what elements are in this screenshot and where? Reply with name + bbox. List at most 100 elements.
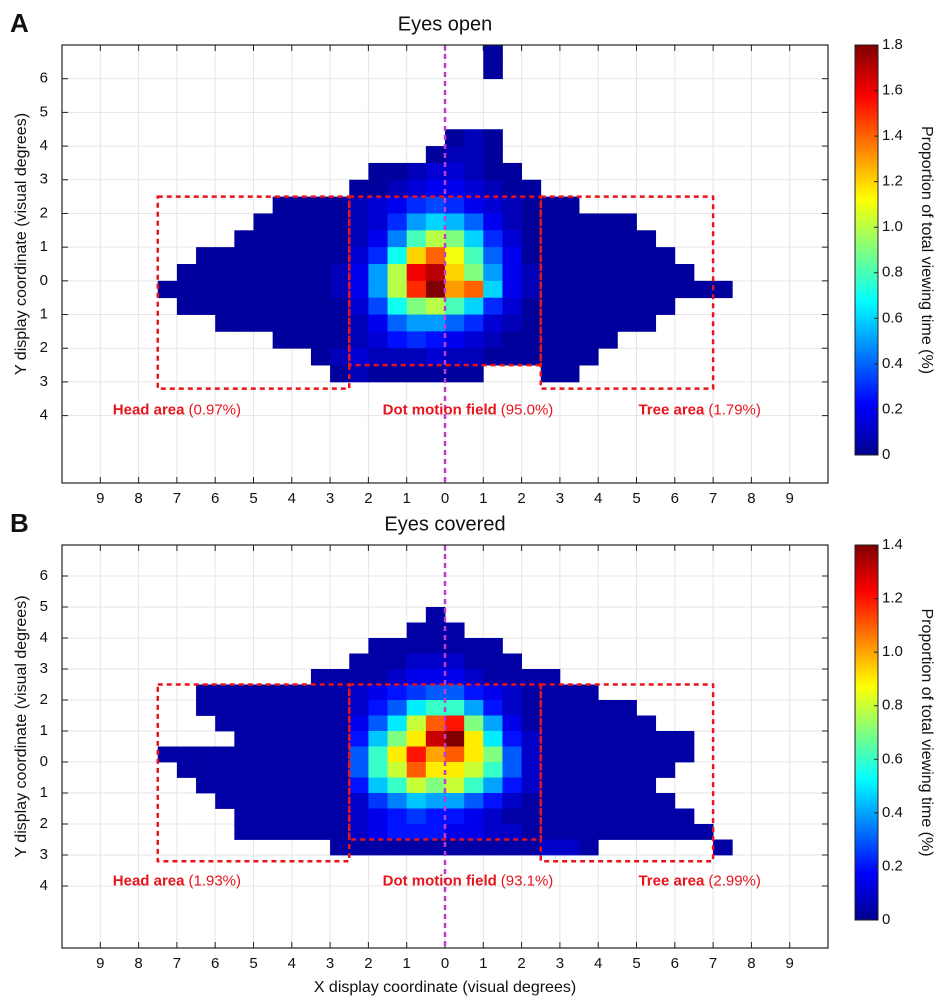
heat-cell — [483, 793, 503, 809]
heat-cell — [617, 793, 637, 809]
heat-cell — [445, 746, 465, 763]
heat-cell — [464, 348, 484, 366]
heat-cell — [502, 746, 522, 763]
heat-cell — [387, 264, 408, 282]
x-tick-label: 8 — [747, 490, 755, 507]
heat-cell — [310, 196, 331, 214]
heat-cell — [272, 314, 293, 332]
heat-cell — [598, 331, 618, 349]
heat-cell — [368, 824, 388, 840]
heat-cell — [579, 230, 599, 248]
heat-cell — [425, 638, 446, 654]
heat-cell — [464, 146, 484, 164]
heat-cell — [483, 247, 503, 265]
heat-cell — [464, 762, 484, 778]
heat-cell — [674, 731, 695, 747]
heat-cell — [521, 297, 542, 315]
heat-cell — [291, 247, 312, 265]
heat-cell — [445, 700, 465, 716]
heat-cell — [540, 331, 561, 349]
heat-cell — [483, 230, 503, 248]
heat-cell — [330, 808, 350, 825]
heat-cell — [368, 314, 388, 332]
heat-cell — [464, 839, 484, 856]
colorbar-tick-label: 0.6 — [882, 309, 903, 326]
heat-cell — [387, 348, 408, 366]
heat-cell — [445, 331, 465, 349]
heat-cell — [540, 230, 561, 248]
y-axis-title: Y display coordinate (visual degrees) — [13, 113, 30, 375]
heat-cell — [598, 731, 618, 747]
heat-cell — [636, 264, 657, 282]
heat-cell — [617, 247, 637, 265]
heat-cell — [636, 230, 657, 248]
heat-cell — [598, 230, 618, 248]
heat-cell — [617, 808, 637, 825]
region-name: Tree area — [638, 402, 705, 419]
heat-cell — [387, 793, 408, 809]
heat-cell — [196, 700, 216, 716]
heat-cell — [215, 314, 235, 332]
heat-cell — [310, 777, 331, 794]
heat-cell — [291, 793, 312, 809]
heat-cell — [349, 777, 369, 794]
heat-cell — [464, 264, 484, 282]
heat-cell — [291, 196, 312, 214]
heat-cell — [349, 348, 369, 366]
heat-cell — [368, 179, 388, 198]
y-tick-label: 4 — [40, 137, 48, 154]
heat-cell — [368, 700, 388, 716]
heat-cell — [349, 746, 369, 763]
heat-cell — [464, 731, 484, 747]
heat-cell — [540, 264, 561, 282]
y-tick-label: 3 — [40, 660, 48, 677]
heat-cell — [502, 715, 522, 732]
heat-cell — [464, 331, 484, 349]
region-share: (1.93%) — [188, 872, 241, 889]
heat-cell — [291, 824, 312, 840]
heat-cell — [483, 348, 503, 366]
heat-cell — [368, 653, 388, 670]
heat-cell — [330, 839, 350, 856]
heat-cell — [349, 824, 369, 840]
heat-cell — [387, 824, 408, 840]
heat-cell — [368, 793, 388, 809]
y-tick-label: 3 — [40, 846, 48, 863]
heat-cell — [330, 297, 350, 315]
heat-cell — [330, 213, 350, 231]
heat-cell — [559, 213, 580, 231]
heat-cell — [387, 213, 408, 231]
colorbar-tick-label: 1.0 — [882, 643, 903, 660]
x-tick-label: 5 — [249, 490, 257, 507]
heat-cell — [176, 297, 197, 315]
heat-cell — [540, 280, 561, 299]
y-tick-label: 2 — [40, 691, 48, 708]
heat-cell — [559, 280, 580, 299]
heat-cell — [272, 700, 293, 716]
heat-cell — [253, 731, 274, 747]
heat-cell — [215, 777, 235, 794]
heat-cell — [176, 264, 197, 282]
heat-cell — [502, 196, 522, 214]
heat-cell — [425, 280, 446, 299]
region-share: (1.79%) — [708, 402, 761, 419]
heat-cell — [387, 179, 408, 198]
y-tick-label: 1 — [40, 238, 48, 255]
heat-cell — [291, 213, 312, 231]
colorbar-tick-label: 1.0 — [882, 218, 903, 235]
heat-cell — [406, 297, 427, 315]
heat-cell — [349, 653, 369, 670]
heat-cell — [406, 247, 427, 265]
colorbar-title: Proportion of total viewing time (%) — [918, 608, 935, 856]
heat-cell — [349, 700, 369, 716]
heat-cell — [559, 365, 580, 383]
heat-cell — [406, 824, 427, 840]
y-tick-label: 2 — [40, 204, 48, 221]
heat-cell — [330, 700, 350, 716]
heat-cell — [368, 777, 388, 794]
heat-cell — [176, 762, 197, 778]
heat-cell — [310, 297, 331, 315]
heat-cell — [483, 314, 503, 332]
heat-cell — [234, 700, 254, 716]
